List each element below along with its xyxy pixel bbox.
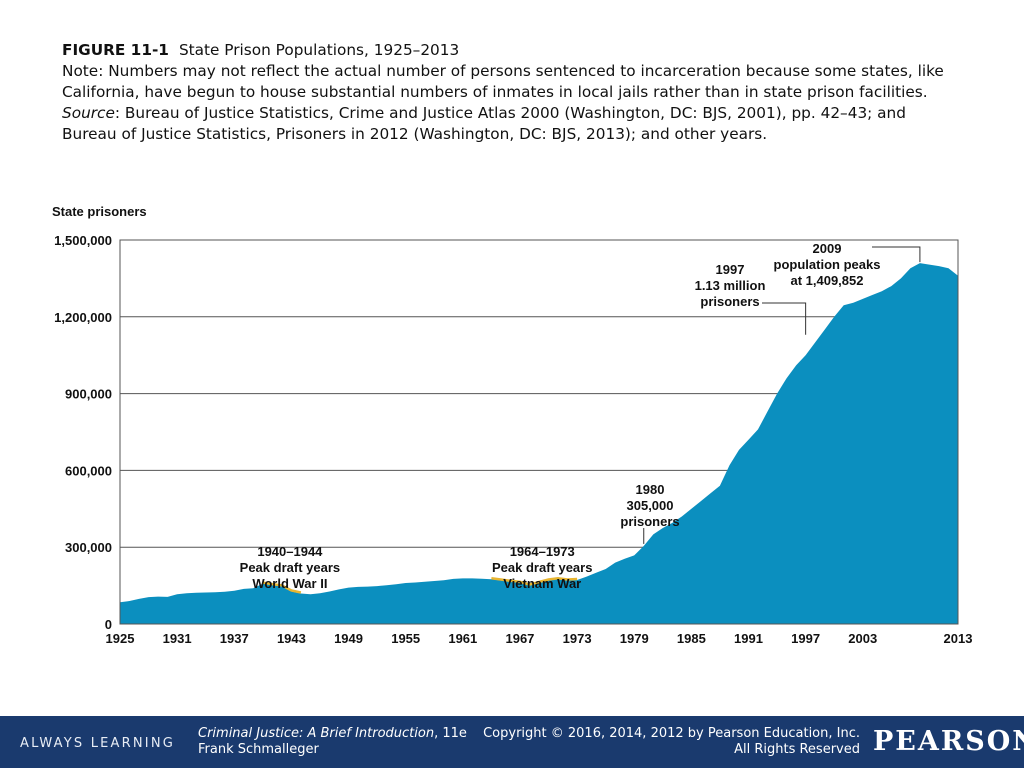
book-author: Frank Schmalleger [198, 742, 319, 757]
x-tick-label: 1931 [163, 631, 192, 646]
annotation-1997: 1997 1.13 million prisoners [695, 262, 766, 309]
footer-copyright-block: Copyright © 2016, 2014, 2012 by Pearson … [483, 726, 860, 758]
footer-book-line: Criminal Justice: A Brief Introduction, … [198, 726, 467, 742]
highlight-annotation: 1964–1973 Peak draft years Vietnam War [492, 544, 592, 591]
caption-source: Source: Bureau of Justice Statistics, Cr… [62, 103, 962, 145]
x-tick-label: 2013 [944, 631, 973, 646]
x-tick-label: 2003 [848, 631, 877, 646]
x-tick-label: 1955 [391, 631, 420, 646]
x-tick-label: 1937 [220, 631, 249, 646]
footer-bar: ALWAYS LEARNING Criminal Justice: A Brie… [0, 716, 1024, 768]
x-tick-label: 1991 [734, 631, 763, 646]
highlight-line [491, 576, 578, 586]
x-tick-label: 1961 [448, 631, 477, 646]
footer-tagline: ALWAYS LEARNING [20, 736, 176, 751]
figure-caption: FIGURE 11-1 State Prison Populations, 192… [62, 40, 962, 145]
y-axis-title: State prisoners [52, 204, 147, 219]
pearson-logo: PEARSON [873, 726, 1024, 757]
x-tick-label: 1967 [505, 631, 534, 646]
plot-frame [119, 239, 959, 625]
book-edition: , 11e [434, 726, 467, 741]
x-tick-label: 1979 [620, 631, 649, 646]
book-title: Criminal Justice: A Brief Introduction [198, 726, 435, 741]
figure-title: State Prison Populations, 1925–2013 [178, 41, 460, 59]
y-tick-label: 300,000 [65, 540, 112, 555]
x-tick-label: 1925 [106, 631, 135, 646]
caption-heading: FIGURE 11-1 State Prison Populations, 192… [62, 40, 962, 61]
area-series [120, 263, 958, 624]
copyright-text: Copyright © 2016, 2014, 2012 by Pearson … [483, 726, 860, 741]
annotation-2009-leader [872, 246, 921, 263]
x-tick-label: 1973 [563, 631, 592, 646]
source-text: : Bureau of Justice Statistics, Crime an… [62, 104, 906, 143]
prison-population-chart: 0 300,000 600,000 900,000 1,200,000 1,500,000… [52, 204, 973, 646]
footer-book-info: Criminal Justice: A Brief Introduction, … [198, 726, 467, 758]
x-tick-label: 1949 [334, 631, 363, 646]
source-label: Source [62, 104, 115, 122]
figure-label: FIGURE 11-1 [62, 41, 169, 59]
annotation-1997-leader [762, 302, 807, 335]
rights-text: All Rights Reserved [734, 742, 860, 757]
caption-note: Note: Numbers may not reflect the actual… [62, 62, 944, 101]
annotation-1980: 1980 305,000 prisoners [620, 482, 679, 529]
highlight-annotation: 1940–1944 Peak draft years World War II [240, 544, 340, 591]
y-tick-label: 900,000 [65, 387, 112, 402]
annotation-2009: 2009 population peaks at 1,409,852 [774, 241, 881, 288]
highlight-line [262, 581, 302, 594]
x-tick-label: 1997 [791, 631, 820, 646]
x-tick-label: 1943 [277, 631, 306, 646]
x-tick-label: 1985 [677, 631, 706, 646]
y-tick-label: 1,200,000 [54, 310, 112, 325]
y-tick-label: 0 [105, 617, 112, 632]
y-tick-label: 1,500,000 [54, 233, 112, 248]
y-tick-label: 600,000 [65, 463, 112, 478]
